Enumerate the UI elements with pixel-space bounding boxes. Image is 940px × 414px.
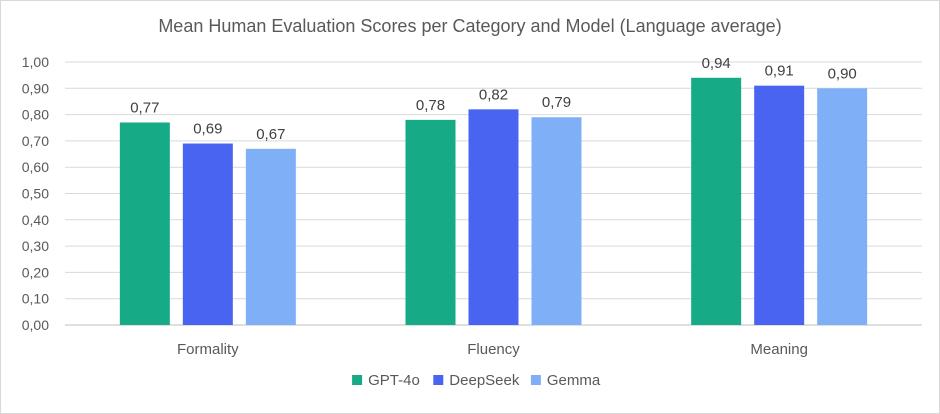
y-tick-label: 0,00	[22, 317, 49, 333]
data-label: 0,69	[193, 121, 222, 138]
y-tick-label: 0,60	[22, 159, 49, 175]
y-tick-label: 0,30	[22, 238, 49, 254]
category-label: Meaning	[750, 341, 808, 358]
bar-deepseek-meaning	[754, 85, 805, 325]
bar-gemma-fluency	[531, 117, 582, 325]
bar-deepseek-formality	[182, 143, 233, 325]
y-tick-label: 0,70	[22, 133, 49, 149]
data-label: 0,77	[130, 99, 159, 116]
x-axis: Formality Fluency Meaning	[177, 341, 808, 358]
legend: GPT-4o DeepSeek Gemma	[352, 372, 601, 389]
chart-title: Mean Human Evaluation Scores per Categor…	[158, 16, 781, 36]
data-label: 0,78	[416, 97, 445, 114]
legend-label: DeepSeek	[449, 372, 520, 389]
data-label: 0,79	[542, 94, 571, 111]
data-label: 0,67	[256, 126, 285, 143]
data-label: 0,91	[765, 63, 794, 80]
legend-swatch	[352, 375, 363, 385]
category-label: Fluency	[467, 341, 520, 358]
y-tick-label: 0,90	[22, 80, 49, 96]
y-axis: 0,00 0,10 0,20 0,30 0,40 0,50 0,60 0,70 0,80 0,90…	[22, 54, 49, 333]
bar-deepseek-fluency	[468, 109, 519, 325]
bar-gemma-formality	[245, 148, 296, 325]
bar-gemma-meaning	[817, 88, 868, 325]
bar-gpt-4o-fluency	[405, 119, 456, 325]
bars: 0,77 0,69 0,67 0,78 0,82 0,79 0,94 0,91 0,90	[119, 55, 868, 326]
legend-swatch	[530, 375, 541, 385]
data-label: 0,90	[828, 65, 857, 82]
legend-swatch	[433, 375, 444, 385]
data-label: 0,94	[702, 55, 731, 72]
y-tick-label: 0,20	[22, 264, 49, 280]
y-tick-label: 0,80	[22, 107, 49, 123]
bar-gpt-4o-formality	[119, 122, 170, 326]
y-tick-label: 0,40	[22, 212, 49, 228]
y-tick-label: 0,50	[22, 186, 49, 202]
y-tick-label: 0,10	[22, 291, 49, 307]
category-label: Formality	[177, 341, 239, 358]
bar-gpt-4o-meaning	[691, 77, 742, 325]
legend-label: GPT-4o	[368, 372, 420, 389]
data-label: 0,82	[479, 86, 508, 103]
y-tick-label: 1,00	[22, 54, 49, 70]
legend-label: Gemma	[547, 372, 601, 389]
